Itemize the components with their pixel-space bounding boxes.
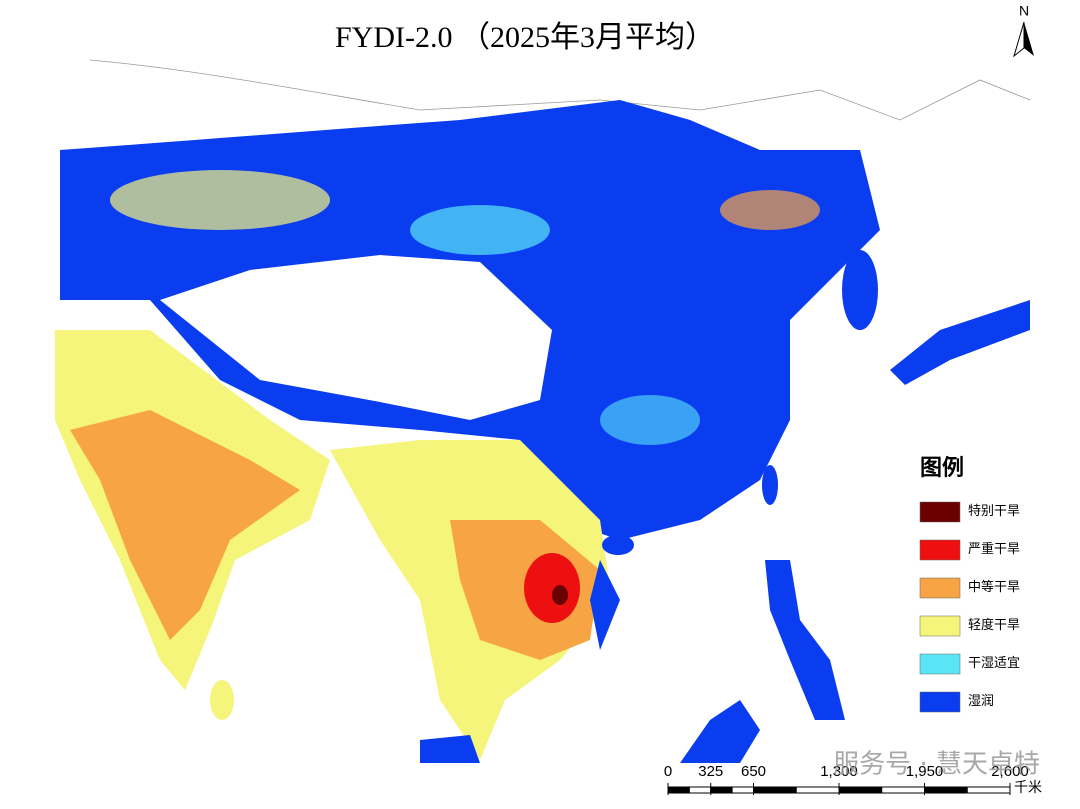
boundary <box>89 59 1031 121</box>
north-arrow-shape <box>1013 21 1025 58</box>
scale-segment <box>881 786 925 794</box>
scale-segment <box>731 786 754 794</box>
scale-segment <box>688 786 712 794</box>
scale-segment <box>924 786 968 794</box>
scale-label: 0 <box>664 763 672 780</box>
scale-label: 2,600 <box>991 763 1029 780</box>
legend-swatch <box>919 539 961 561</box>
severe-patch <box>524 553 580 623</box>
legend-swatch <box>919 501 961 523</box>
japan <box>890 300 1030 385</box>
moist-patch <box>410 205 550 255</box>
scale-segment <box>838 786 883 794</box>
no-data-region <box>160 255 552 420</box>
taiwan <box>762 465 778 505</box>
moist-patch <box>600 395 700 445</box>
wet-region <box>590 560 620 650</box>
scale-label: 1,300 <box>820 763 858 780</box>
legend-label: 湿润 <box>968 693 994 708</box>
legend-swatch <box>919 615 961 637</box>
legend-label: 中等干旱 <box>968 579 1020 594</box>
hainan <box>602 535 634 555</box>
scale-segment <box>710 786 733 794</box>
north-label: N <box>1019 3 1029 19</box>
scale-unit: 千米 <box>1014 780 1042 796</box>
legend-swatch <box>919 691 961 713</box>
map <box>48 58 1032 763</box>
legend-label: 严重干旱 <box>968 541 1020 556</box>
scale-label: 325 <box>698 763 723 780</box>
scale-label: 1,950 <box>906 763 944 780</box>
north-arrow-shape <box>1024 22 1034 56</box>
dry-patch <box>110 170 330 230</box>
india-moderate <box>70 410 300 640</box>
scale-segment <box>667 786 690 794</box>
legend-label: 干湿适宜 <box>968 655 1020 670</box>
philippines <box>765 560 845 720</box>
scale-segment <box>966 786 1011 794</box>
scale-segment <box>795 786 840 794</box>
legend-swatch <box>919 577 961 599</box>
legend-label: 轻度干旱 <box>968 617 1020 632</box>
korea <box>842 250 878 330</box>
legend-label: 特别干旱 <box>968 503 1020 518</box>
scale-label: 650 <box>741 763 766 780</box>
north-arrow: N <box>1013 3 1034 58</box>
watermark: 服务号 · 慧天卓特 <box>833 750 1040 780</box>
legend-swatch <box>919 653 961 675</box>
borneo <box>680 700 760 763</box>
dry-patch <box>720 190 820 230</box>
sri-lanka <box>210 680 234 720</box>
sumatra <box>420 735 480 763</box>
legend-title: 图例 <box>920 455 964 480</box>
extreme-patch <box>552 585 568 605</box>
scale-segment <box>753 786 797 794</box>
map-title: FYDI-2.0 （2025年3月平均） <box>335 21 715 54</box>
